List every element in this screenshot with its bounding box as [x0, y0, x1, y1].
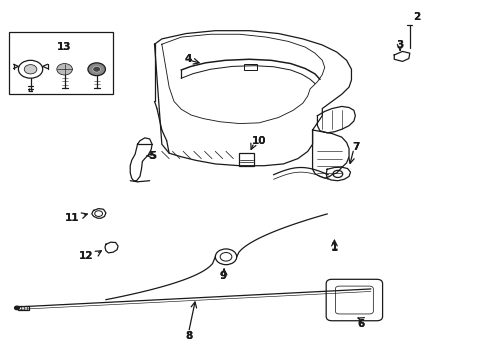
Text: 10: 10: [251, 136, 266, 146]
Text: 9: 9: [219, 271, 226, 281]
Text: 10: 10: [251, 136, 266, 146]
Text: 3: 3: [396, 40, 403, 50]
Text: 4: 4: [184, 54, 192, 64]
Text: 12: 12: [79, 251, 94, 261]
Text: 3: 3: [396, 40, 403, 50]
Text: 11: 11: [64, 212, 79, 222]
Text: 8: 8: [184, 331, 192, 341]
Text: 1: 1: [330, 242, 337, 252]
Bar: [243, 64, 257, 70]
Text: 12: 12: [79, 251, 94, 261]
Circle shape: [24, 64, 37, 74]
Bar: [19, 306, 29, 310]
Text: 1: 1: [330, 243, 337, 253]
Text: 13: 13: [56, 42, 71, 52]
Text: 6: 6: [357, 319, 364, 329]
Circle shape: [88, 63, 105, 76]
Text: 11: 11: [64, 212, 79, 222]
Circle shape: [15, 306, 20, 310]
Text: 8: 8: [184, 331, 192, 341]
Text: 2: 2: [413, 13, 420, 22]
Text: 9: 9: [219, 271, 226, 281]
Text: 13: 13: [56, 42, 71, 52]
Text: 7: 7: [352, 142, 359, 152]
Circle shape: [93, 66, 101, 72]
Text: 5: 5: [148, 151, 155, 161]
Bar: [9, 32, 113, 94]
Text: 5: 5: [149, 151, 156, 161]
Text: 7: 7: [352, 142, 359, 152]
Text: 6: 6: [357, 319, 364, 329]
Text: 4: 4: [184, 54, 192, 64]
Text: 2: 2: [413, 13, 420, 22]
Bar: [238, 153, 254, 166]
Circle shape: [57, 64, 72, 75]
